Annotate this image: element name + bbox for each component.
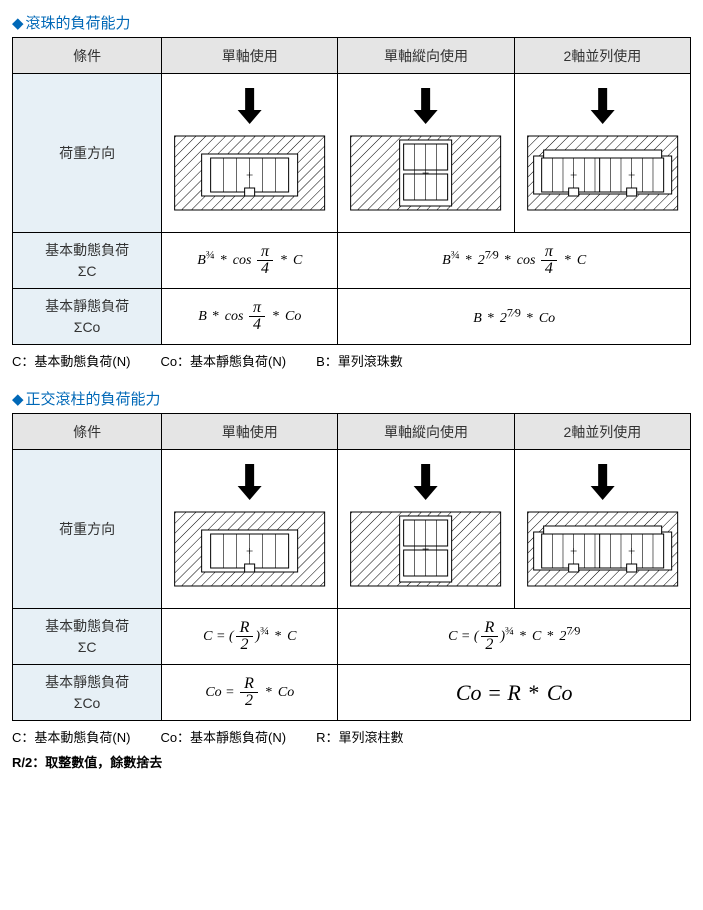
legend-item: C：基本動態負荷(N) [12,727,130,746]
legend-item: R：單列滾柱數 [316,727,403,746]
diagram-cell [338,74,514,233]
legend-item: Co：基本靜態負荷(N) [160,727,286,746]
load-diagram [340,454,511,604]
row-label-load-direction: 荷重方向 [13,450,162,609]
formula-dynamic: B¾ * 27⁄9 * cos π4 * C [338,233,691,289]
section: ◆滾珠的負荷能力條件單軸使用單軸縱向使用2軸並列使用荷重方向基本動態負荷ΣCB¾… [12,12,691,370]
col-header: 2軸並列使用 [514,38,690,74]
formula-static: Co = R2 * Co [162,665,338,721]
legend-item: C：基本動態負荷(N) [12,351,130,370]
col-header: 單軸縱向使用 [338,38,514,74]
capacity-table: 條件單軸使用單軸縱向使用2軸並列使用荷重方向基本動態負荷ΣCB¾ * cos π… [12,37,691,345]
row-label-static: 基本靜態負荷ΣCo [13,665,162,721]
diagram-cell [514,450,690,609]
load-diagram [164,454,335,604]
section-title: ◆正交滾柱的負荷能力 [12,388,691,409]
row-label-dynamic: 基本動態負荷ΣC [13,609,162,665]
formula-static: Co = R * Co [338,665,691,721]
diagram-cell [162,450,338,609]
legend: C：基本動態負荷(N) Co：基本靜態負荷(N) B：單列滾珠數 [12,351,691,370]
legend-item: B：單列滾珠數 [316,351,403,370]
col-header: 條件 [13,38,162,74]
diagram-cell [514,74,690,233]
legend: C：基本動態負荷(N) Co：基本靜態負荷(N) R：單列滾柱數 [12,727,691,746]
diagram-cell [338,450,514,609]
load-diagram [517,78,688,228]
col-header: 單軸使用 [162,414,338,450]
formula-dynamic: C = (R2)¾ * C [162,609,338,665]
col-header: 2軸並列使用 [514,414,690,450]
row-label-static: 基本靜態負荷ΣCo [13,289,162,345]
diagram-cell [162,74,338,233]
col-header: 單軸使用 [162,38,338,74]
legend-extra: R/2：取整數值，餘數捨去 [12,752,691,771]
load-diagram [340,78,511,228]
col-header: 單軸縱向使用 [338,414,514,450]
capacity-table: 條件單軸使用單軸縱向使用2軸並列使用荷重方向基本動態負荷ΣCC = (R2)¾ … [12,413,691,721]
load-diagram [164,78,335,228]
row-label-load-direction: 荷重方向 [13,74,162,233]
col-header: 條件 [13,414,162,450]
formula-static: B * 27⁄9 * Co [338,289,691,345]
formula-dynamic: B¾ * cos π4 * C [162,233,338,289]
legend-item: Co：基本靜態負荷(N) [160,351,286,370]
formula-dynamic: C = (R2)¾ * C * 27⁄9 [338,609,691,665]
formula-static: B * cos π4 * Co [162,289,338,345]
row-label-dynamic: 基本動態負荷ΣC [13,233,162,289]
section: ◆正交滾柱的負荷能力條件單軸使用單軸縱向使用2軸並列使用荷重方向基本動態負荷ΣC… [12,388,691,771]
load-diagram [517,454,688,604]
section-title: ◆滾珠的負荷能力 [12,12,691,33]
